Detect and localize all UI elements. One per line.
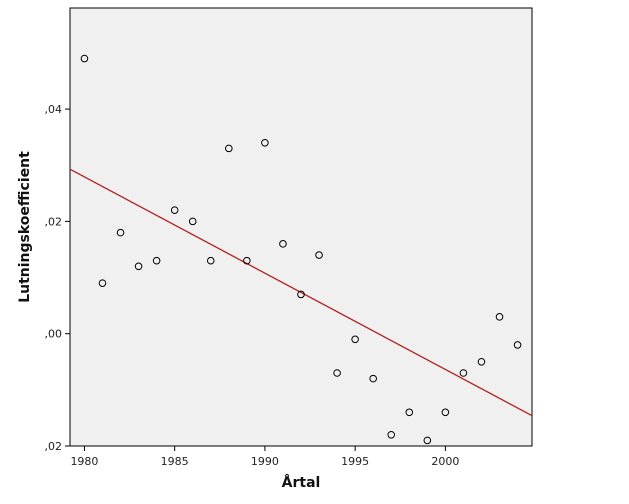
data-point	[225, 144, 233, 153]
data-point	[80, 54, 89, 63]
x-tick-label: 1980	[70, 455, 98, 468]
x-axis: 1980 1985 1990 1995 2000	[70, 446, 459, 468]
data-point	[152, 256, 161, 265]
data-point	[513, 341, 522, 349]
data-point	[405, 408, 414, 417]
data-point	[116, 228, 125, 237]
data-point	[387, 430, 396, 439]
data-point	[206, 256, 215, 265]
data-point	[261, 138, 269, 147]
data-point	[243, 256, 251, 265]
regression-line	[69, 168, 533, 417]
data-point	[477, 357, 486, 366]
data-point	[170, 206, 179, 214]
data-point	[333, 369, 341, 377]
x-tick-label: 1985	[161, 455, 189, 468]
y-axis-title: Lutningskoefficient	[17, 151, 33, 303]
data-point	[297, 290, 305, 299]
data-point	[369, 374, 377, 383]
data-point	[315, 251, 323, 259]
x-tick-label: 1995	[341, 455, 369, 468]
data-point	[134, 262, 143, 271]
x-tick-label: 1990	[251, 455, 279, 468]
data-point	[188, 217, 197, 226]
data-point	[459, 369, 468, 377]
data-point	[98, 279, 107, 287]
data-point	[279, 240, 287, 248]
y-tick-label: ,00	[45, 328, 63, 341]
x-tick-label: 2000	[431, 455, 459, 468]
plot-area	[69, 7, 533, 447]
x-axis-title: Årtal	[282, 474, 321, 491]
data-point	[423, 436, 432, 445]
y-tick-label: ,02	[45, 440, 63, 453]
data-point	[441, 408, 450, 417]
regression-line-layer	[69, 168, 533, 417]
y-tick-label: ,02	[45, 215, 63, 228]
y-tick-label: ,04	[45, 103, 63, 116]
y-axis: ,02 ,00 ,02 ,04	[45, 103, 70, 453]
data-point	[495, 313, 504, 321]
data-point	[351, 335, 359, 344]
data-points	[80, 54, 522, 445]
